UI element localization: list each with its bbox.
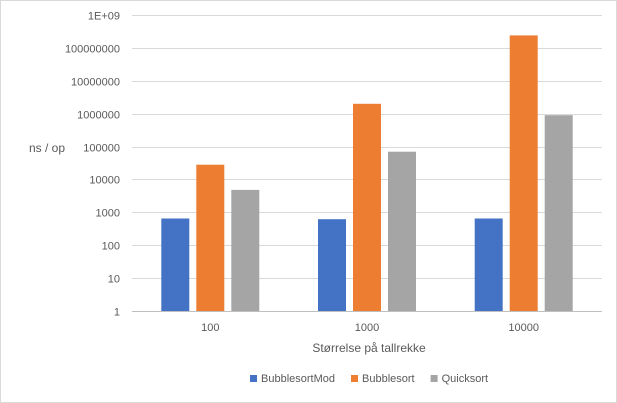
bar-bubblesortmod-10000 [474,218,503,311]
legend-label: Bubblesort [362,373,415,385]
legend-label: BubblesortMod [261,373,335,385]
x-tick-label: 10000 [508,322,539,334]
bar-bubblesort-1000 [353,103,381,311]
legend-label: Quicksort [442,373,488,385]
x-tick-label: 100 [201,322,219,334]
bar-bubblesort-10000 [509,35,538,312]
y-tick-label: 1 [114,307,120,319]
bar-quicksort-10000 [544,115,573,311]
bar-bubblesortmod-100 [161,218,190,311]
y-axis-title: ns / op [29,141,65,155]
legend-swatch [430,375,438,382]
bar-quicksort-1000 [388,151,416,311]
y-tick-label: 100 [102,241,120,253]
bar-quicksort-100 [231,189,260,311]
x-axis-title: Størrelse på tallrekke [312,341,426,355]
y-tick-label: 10 [108,274,120,286]
y-tick-label: 100000 [83,143,120,155]
legend-swatch [351,375,358,382]
axes: 1 10 100 1000 10000 100000 1000000 10000000 1000… [65,11,602,334]
legend: BubblesortMod Bubblesort Quicksort [250,373,488,385]
y-tick-label: 1000000 [77,110,120,122]
legend-item-quicksort: Quicksort [430,373,488,385]
legend-item-bubblesortmod: BubblesortMod [250,373,335,385]
bar-bubblesort-100 [196,164,225,311]
legend-swatch [250,375,257,382]
bar-bubblesortmod-1000 [318,219,346,311]
y-tick-label: 10000 [89,175,120,187]
y-tick-label: 1000 [96,208,120,220]
bars [161,35,573,312]
x-tick-label: 1000 [355,322,379,334]
legend-item-bubblesort: Bubblesort [351,373,415,385]
y-tick-label: 10000000 [71,77,120,89]
y-tick-label: 1E+09 [88,11,120,23]
y-tick-label: 100000000 [65,44,120,56]
